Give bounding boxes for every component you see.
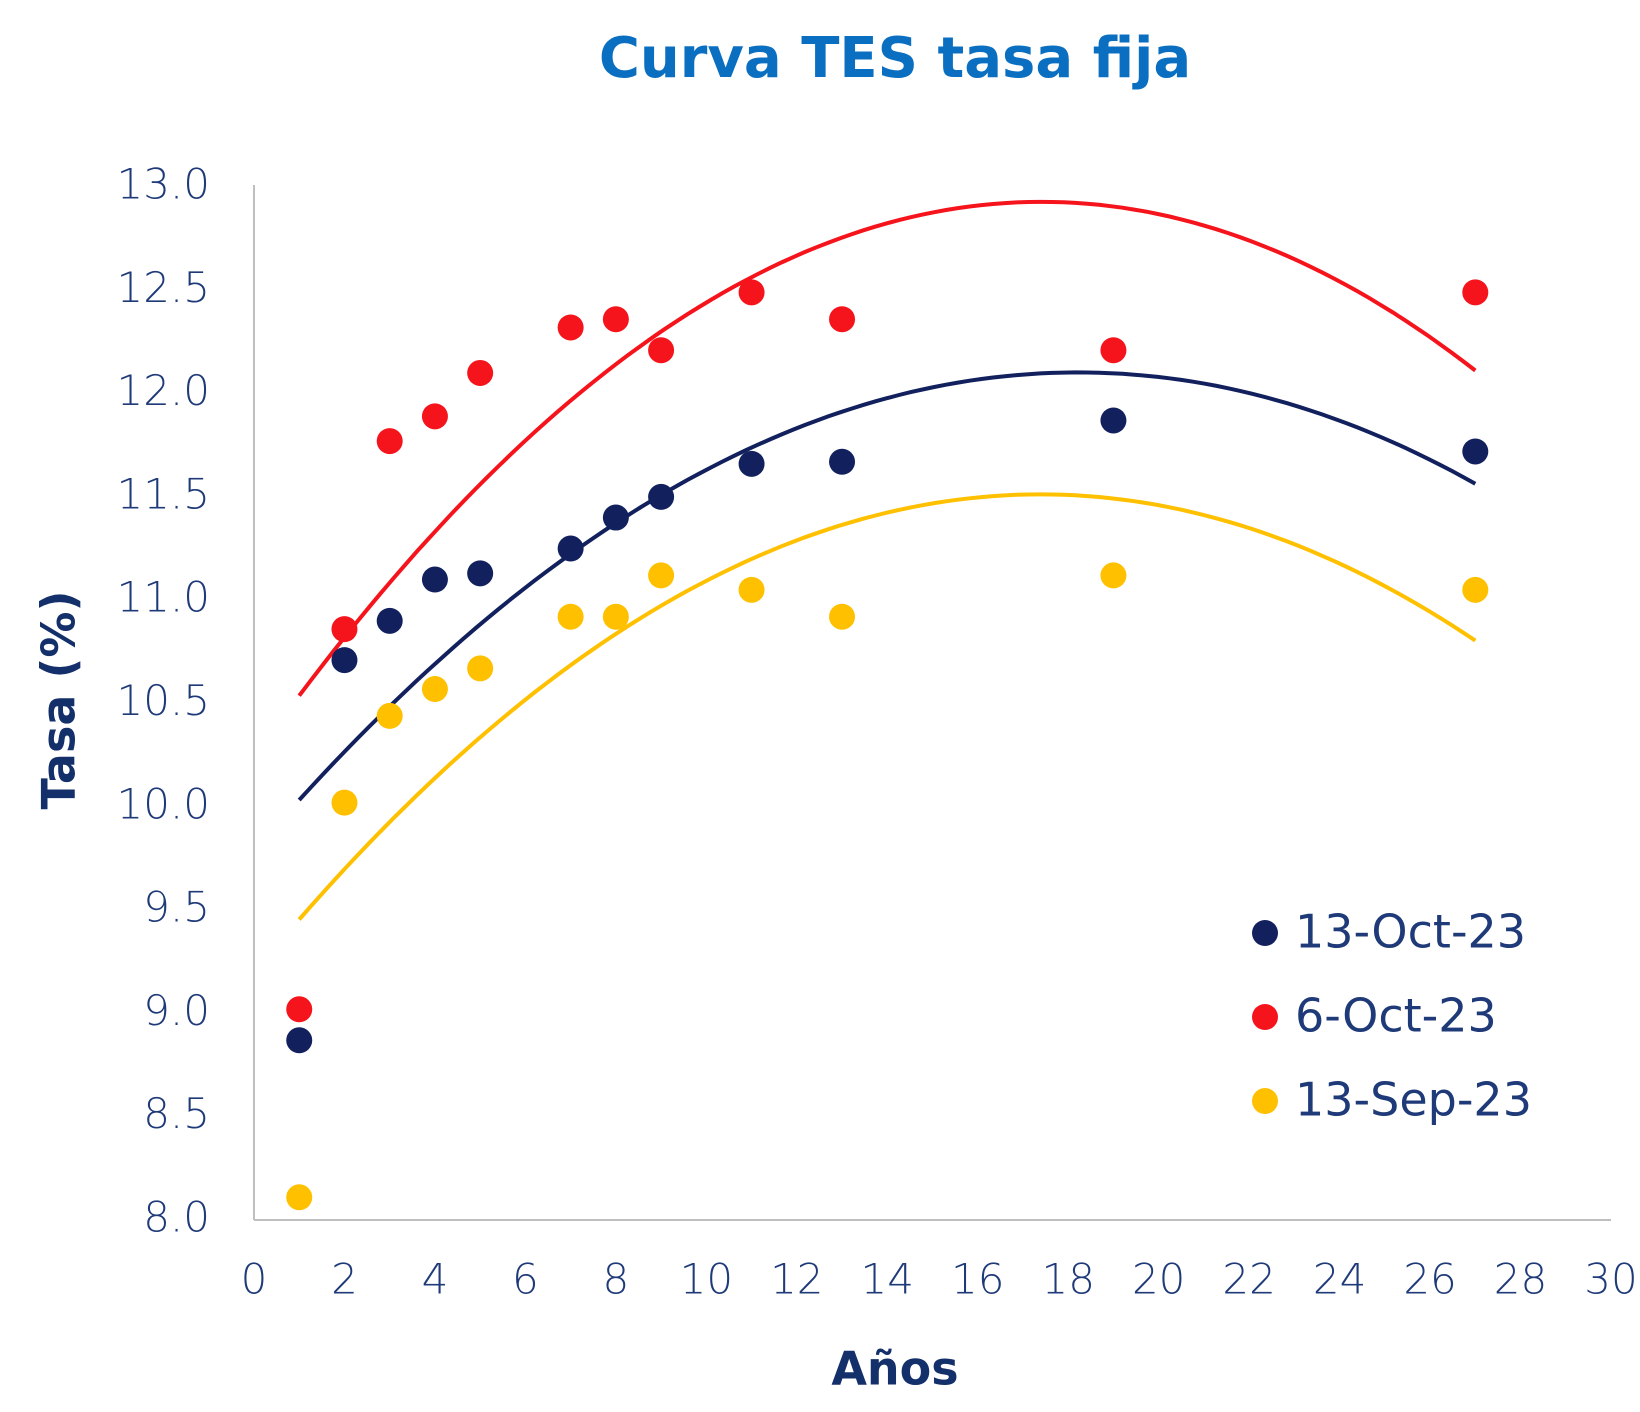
chart-title: Curva TES tasa fija [599,26,1191,91]
y-tick-label: 12.5 [116,263,210,312]
y-tick-label: 9.0 [143,986,210,1035]
data-point [331,616,358,643]
y-tick-label: 12.0 [116,366,210,415]
y-tick-label: 10.5 [116,676,210,725]
data-point [421,403,448,430]
y-tick-label: 10.0 [116,779,210,828]
legend-marker [1252,1088,1278,1114]
data-point [467,560,494,587]
x-tick-label: 14 [861,1255,914,1304]
x-tick-label: 4 [422,1255,449,1304]
data-point [1462,576,1489,603]
y-tick-label: 8.0 [143,1193,210,1242]
data-point [738,576,765,603]
x-tick-label: 28 [1494,1255,1547,1304]
legend-marker [1252,1004,1278,1030]
legend-label: 6-Oct-23 [1295,989,1497,1043]
trendline [297,199,1477,697]
data-point [1100,337,1127,364]
data-point [286,1027,313,1054]
data-point [1100,407,1127,434]
data-point [738,450,765,477]
data-point [421,566,448,593]
x-tick-label: 12 [770,1255,823,1304]
data-point [648,483,675,510]
data-point [376,702,403,729]
data-point [829,306,856,333]
y-tick-label: 9.5 [143,883,210,932]
y-tick-label: 8.5 [143,1089,210,1138]
y-tick-label: 11.0 [116,573,210,622]
data-point [376,428,403,455]
y-axis-title: Tasa (%) [32,590,86,809]
data-point [602,603,629,630]
data-point [1462,279,1489,306]
data-point [557,314,584,341]
x-tick-label: 2 [331,1255,358,1304]
x-tick-label: 8 [602,1255,629,1304]
data-point [376,607,403,634]
data-point [602,504,629,531]
y-tick-label: 11.5 [116,469,210,518]
x-tick-label: 26 [1403,1255,1456,1304]
y-tick-label: 13.0 [116,160,210,209]
data-point [557,603,584,630]
data-point [1462,438,1489,465]
data-point [829,448,856,475]
x-tick-label: 18 [1041,1255,1094,1304]
x-tick-label: 24 [1313,1255,1366,1304]
data-point [648,562,675,589]
x-tick-label: 10 [680,1255,733,1304]
legend-marker [1252,920,1278,946]
data-point [467,655,494,682]
data-point [648,337,675,364]
x-tick-label: 6 [512,1255,539,1304]
data-point [331,789,358,816]
data-point [829,603,856,630]
trendline [297,370,1477,802]
x-tick-label: 30 [1584,1255,1637,1304]
x-tick-label: 20 [1132,1255,1185,1304]
x-tick-label: 0 [241,1255,268,1304]
data-point [1100,562,1127,589]
data-point [602,306,629,333]
data-point [421,676,448,703]
data-point [286,996,313,1023]
data-point [738,279,765,306]
data-point [467,359,494,386]
data-point [331,647,358,674]
x-tick-label: 16 [951,1255,1004,1304]
data-point [286,1184,313,1211]
x-axis-title: Años [831,1342,958,1396]
x-tick-label: 22 [1222,1255,1275,1304]
data-point [557,535,584,562]
legend-label: 13-Oct-23 [1295,905,1526,959]
legend-label: 13-Sep-23 [1295,1073,1532,1127]
trendline [297,492,1477,921]
